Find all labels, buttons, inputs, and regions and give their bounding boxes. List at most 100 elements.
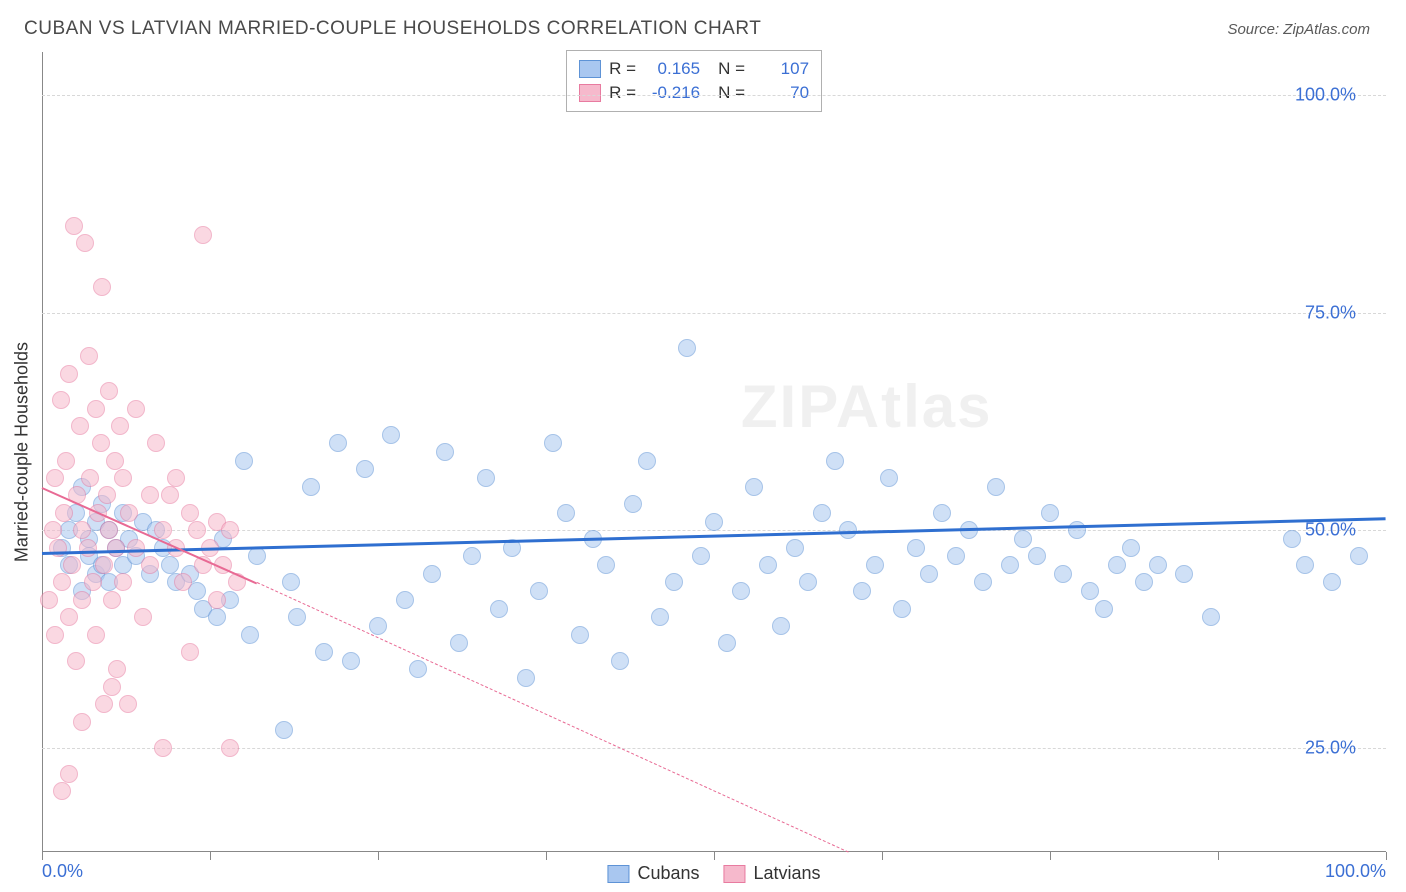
r-label: R =: [609, 83, 636, 103]
scatter-point: [302, 478, 320, 496]
scatter-point: [194, 226, 212, 244]
scatter-point: [1028, 547, 1046, 565]
scatter-point: [275, 721, 293, 739]
scatter-point: [571, 626, 589, 644]
scatter-point: [114, 573, 132, 591]
scatter-point: [813, 504, 831, 522]
x-tick-mark: [1050, 852, 1051, 860]
scatter-point: [1095, 600, 1113, 618]
scatter-point: [974, 573, 992, 591]
scatter-point: [46, 469, 64, 487]
scatter-point: [98, 486, 116, 504]
scatter-point: [692, 547, 710, 565]
legend-label: Latvians: [754, 863, 821, 884]
scatter-point: [282, 573, 300, 591]
scatter-point: [799, 573, 817, 591]
series-swatch: [607, 865, 629, 883]
scatter-point: [611, 652, 629, 670]
scatter-point: [329, 434, 347, 452]
scatter-point: [987, 478, 1005, 496]
source-attribution: Source: ZipAtlas.com: [1227, 21, 1370, 38]
y-tick-label: 100.0%: [1295, 85, 1356, 106]
scatter-point: [73, 713, 91, 731]
y-tick-label: 25.0%: [1305, 737, 1356, 758]
legend-label: Cubans: [637, 863, 699, 884]
scatter-point: [147, 434, 165, 452]
scatter-point: [248, 547, 266, 565]
scatter-point: [624, 495, 642, 513]
scatter-point: [880, 469, 898, 487]
scatter-point: [114, 469, 132, 487]
scatter-point: [933, 504, 951, 522]
scatter-point: [1323, 573, 1341, 591]
scatter-point: [638, 452, 656, 470]
scatter-point: [544, 434, 562, 452]
scatter-point: [40, 591, 58, 609]
scatter-point: [1296, 556, 1314, 574]
scatter-point: [46, 626, 64, 644]
scatter-point: [65, 217, 83, 235]
scatter-point: [141, 556, 159, 574]
scatter-point: [141, 486, 159, 504]
scatter-point: [369, 617, 387, 635]
scatter-point: [174, 573, 192, 591]
scatter-point: [1135, 573, 1153, 591]
scatter-point: [1014, 530, 1032, 548]
scatter-point: [44, 521, 62, 539]
scatter-point: [80, 347, 98, 365]
scatter-point: [67, 652, 85, 670]
scatter-point: [517, 669, 535, 687]
scatter-point: [167, 469, 185, 487]
scatter-point: [87, 400, 105, 418]
scatter-point: [60, 608, 78, 626]
scatter-point: [55, 504, 73, 522]
scatter-point: [920, 565, 938, 583]
scatter-point: [907, 539, 925, 557]
scatter-point: [1175, 565, 1193, 583]
legend-item: Latvians: [724, 863, 821, 884]
scatter-point: [1068, 521, 1086, 539]
chart-area: Married-couple Households ZIPAtlas R =0.…: [42, 52, 1386, 852]
scatter-point: [409, 660, 427, 678]
scatter-point: [759, 556, 777, 574]
scatter-point: [557, 504, 575, 522]
scatter-point: [134, 608, 152, 626]
x-tick-mark: [714, 852, 715, 860]
scatter-point: [100, 382, 118, 400]
scatter-point: [63, 556, 81, 574]
y-axis-line: [42, 52, 43, 852]
scatter-point: [127, 400, 145, 418]
scatter-point: [826, 452, 844, 470]
r-value: 0.165: [644, 59, 700, 79]
x-tick-mark: [210, 852, 211, 860]
scatter-point: [1122, 539, 1140, 557]
scatter-point: [1001, 556, 1019, 574]
scatter-point: [208, 608, 226, 626]
scatter-point: [73, 521, 91, 539]
scatter-point: [87, 626, 105, 644]
scatter-point: [356, 460, 374, 478]
series-legend: Cubans Latvians: [607, 863, 820, 884]
scatter-point: [235, 452, 253, 470]
x-tick-mark: [1386, 852, 1387, 860]
scatter-point: [71, 417, 89, 435]
scatter-point: [1350, 547, 1368, 565]
r-value: -0.216: [644, 83, 700, 103]
gridline: [42, 748, 1386, 749]
gridline: [42, 313, 1386, 314]
scatter-point: [127, 539, 145, 557]
scatter-point: [221, 739, 239, 757]
r-label: R =: [609, 59, 636, 79]
scatter-point: [678, 339, 696, 357]
scatter-point: [1054, 565, 1072, 583]
scatter-point: [52, 391, 70, 409]
scatter-point: [154, 739, 172, 757]
scatter-point: [450, 634, 468, 652]
scatter-point: [95, 556, 113, 574]
scatter-point: [342, 652, 360, 670]
scatter-point: [665, 573, 683, 591]
x-tick-label: 0.0%: [42, 861, 83, 882]
scatter-point: [107, 539, 125, 557]
scatter-point: [60, 365, 78, 383]
scatter-point: [490, 600, 508, 618]
